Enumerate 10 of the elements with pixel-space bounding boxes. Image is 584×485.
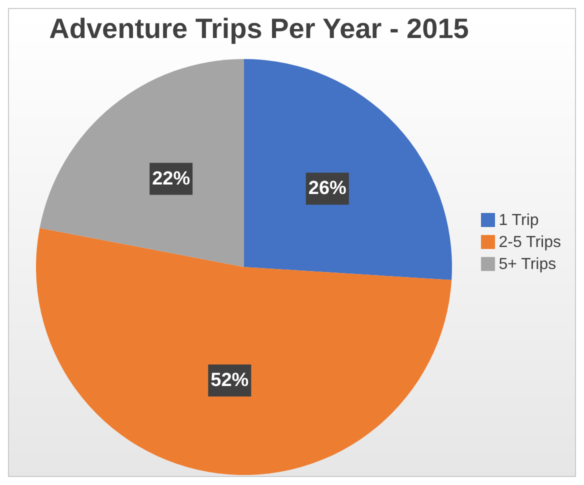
legend-label: 1 Trip: [498, 212, 539, 228]
chart-title: Adventure Trips Per Year - 2015: [48, 13, 470, 45]
legend-label: 5+ Trips: [498, 256, 556, 272]
pie-slice: [36, 228, 452, 475]
data-label: 22%: [152, 168, 190, 190]
data-label: 26%: [308, 178, 347, 200]
pie-slice: [40, 59, 244, 267]
legend-label: 2-5 Trips: [498, 234, 561, 250]
data-label: 52%: [210, 370, 249, 391]
pie-slice: [244, 59, 452, 280]
